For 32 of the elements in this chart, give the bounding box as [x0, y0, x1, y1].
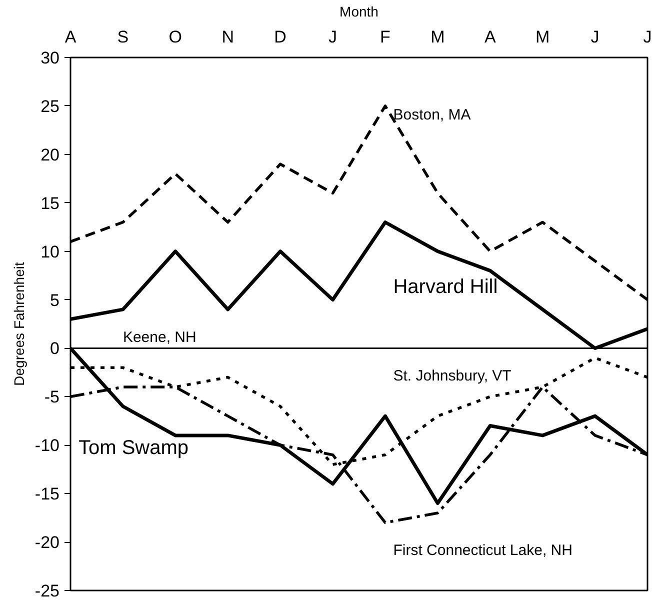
- x-tick-label: A: [484, 28, 496, 46]
- y-tick-label: -20: [34, 533, 60, 552]
- series-label: First Connecticut Lake, NH: [393, 542, 572, 560]
- x-tick-label: J: [328, 28, 338, 46]
- x-tick-label: D: [274, 28, 286, 46]
- y-tick-label: 15: [40, 194, 60, 213]
- x-tick-label: S: [117, 28, 129, 46]
- x-tick-label: M: [430, 28, 445, 46]
- series-label: Boston, MA: [393, 106, 471, 124]
- x-tick-label: J: [643, 28, 652, 46]
- y-tick-label: 25: [40, 96, 60, 116]
- y-axis-title: Degrees Fahrenheit: [10, 262, 27, 386]
- y-tick-label: 0: [50, 339, 60, 358]
- x-tick-label: M: [536, 28, 550, 46]
- x-tick-label: F: [380, 28, 390, 46]
- y-tick-label: -5: [44, 388, 60, 407]
- x-tick-label: J: [590, 28, 600, 46]
- x-tick-label: A: [64, 28, 77, 46]
- series-label: Harvard Hill: [393, 276, 498, 298]
- x-tick-label: O: [168, 28, 182, 46]
- y-tick-label: 30: [40, 48, 60, 68]
- x-axis-title: Month: [340, 4, 378, 20]
- y-tick-label: -25: [34, 582, 60, 600]
- y-tick-label: 20: [40, 145, 60, 164]
- y-tick-label: -15: [34, 484, 60, 504]
- ref-line-label: Keene, NH: [122, 329, 196, 346]
- x-tick-label: N: [222, 28, 234, 46]
- y-tick-label: 5: [50, 290, 60, 310]
- series-label: St. Johnsbury, VT: [393, 367, 512, 384]
- y-tick-label: 10: [40, 242, 60, 262]
- y-tick-label: -10: [34, 436, 60, 456]
- legend-label: Tom Swamp: [78, 437, 189, 460]
